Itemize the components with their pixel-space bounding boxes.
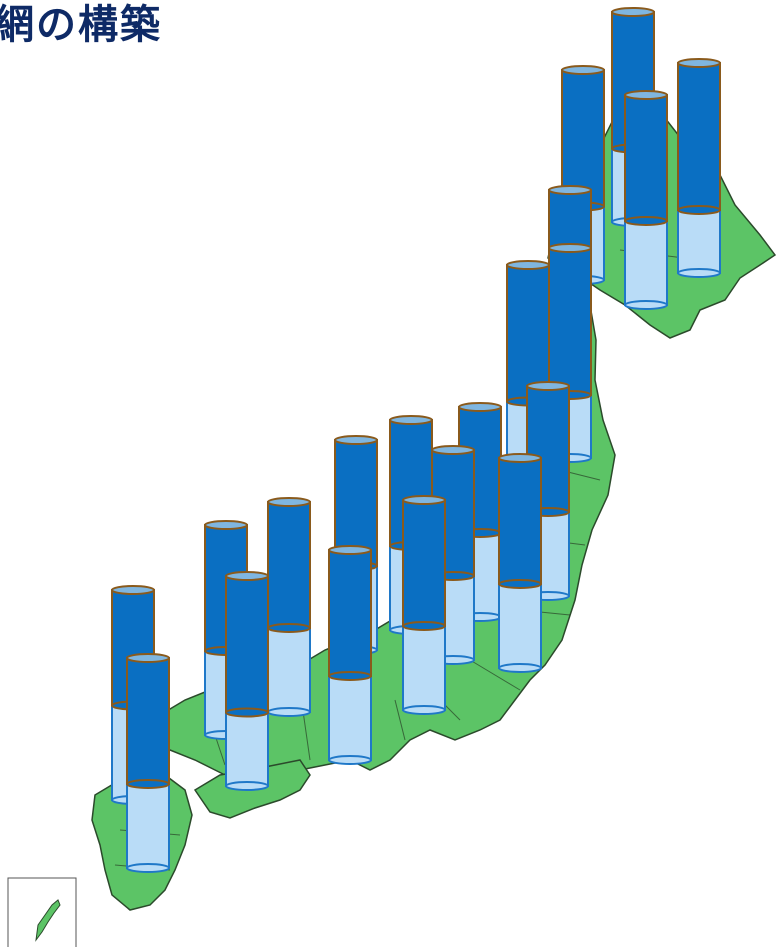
cylinder-lid — [611, 7, 655, 17]
cylinder-lower-segment — [225, 711, 269, 787]
cylinder-lid — [624, 90, 668, 100]
cylinder-split-line — [624, 216, 668, 226]
cylinder-lid — [126, 653, 170, 663]
cylinder-base — [402, 705, 446, 715]
cylinder-split-line — [126, 779, 170, 789]
cylinder-split-line — [225, 707, 269, 718]
cylinder-split-line — [402, 621, 446, 631]
cylinder-lid — [548, 243, 592, 253]
cylinder-base — [624, 300, 668, 310]
cylinder-upper-segment — [334, 439, 378, 567]
cylinder-lid — [561, 65, 605, 75]
cylinder — [225, 571, 269, 791]
cylinder-upper-segment — [267, 501, 311, 629]
cylinder-lid — [498, 453, 542, 463]
cylinder-upper-segment — [225, 575, 269, 714]
cylinder — [402, 495, 446, 715]
cylinder-upper-segment — [677, 62, 721, 211]
cylinder-lower-segment — [328, 675, 372, 761]
cylinder-base — [225, 781, 269, 791]
cylinder — [267, 497, 311, 717]
cylinder-lower-segment — [402, 625, 446, 711]
cylinder — [624, 90, 668, 310]
cylinder — [498, 453, 542, 673]
cylinder-lid — [526, 381, 570, 391]
cylinder-upper-segment — [548, 247, 592, 396]
cylinder-lid — [334, 435, 378, 445]
cylinder-lid — [389, 415, 433, 425]
cylinder-lower-segment — [498, 583, 542, 669]
cylinder-base — [677, 268, 721, 278]
cylinder — [328, 545, 372, 765]
okinawa-island — [35, 899, 61, 942]
cylinder-lid — [506, 260, 550, 270]
cylinder-lid — [402, 495, 446, 505]
cylinder-upper-segment — [624, 94, 668, 222]
cylinder-split-line — [498, 579, 542, 589]
cylinder-lower-segment — [624, 220, 668, 306]
cylinder-split-line — [328, 671, 372, 681]
cylinder-upper-segment — [498, 457, 542, 585]
cylinder-lid — [111, 585, 155, 595]
cylinder-lid — [328, 545, 372, 555]
cylinder-upper-segment — [126, 657, 170, 785]
okinawa-inset — [7, 877, 77, 947]
cylinder-split-line — [677, 205, 721, 215]
cylinder-lid — [548, 185, 592, 195]
cylinder-lower-segment — [126, 783, 170, 869]
cylinder-chart — [111, 7, 721, 873]
cylinder — [677, 58, 721, 278]
cylinder-upper-segment — [328, 549, 372, 677]
cylinder-split-line — [267, 623, 311, 633]
cylinder-base — [267, 707, 311, 717]
cylinder-lower-segment — [677, 209, 721, 274]
cylinder-lid — [204, 520, 248, 530]
cylinder-lid — [677, 58, 721, 68]
cylinder — [126, 653, 170, 873]
cylinder-upper-segment — [402, 499, 446, 627]
cylinder-lid — [458, 402, 502, 412]
cylinder-lid — [267, 497, 311, 507]
cylinder-base — [126, 863, 170, 873]
cylinder-upper-segment — [506, 264, 550, 403]
cylinder-base — [328, 755, 372, 765]
page-title: 網の構築 — [0, 2, 162, 48]
cylinder-base — [498, 663, 542, 673]
cylinder-lid — [225, 571, 269, 581]
cylinder-lower-segment — [267, 627, 311, 713]
cylinder-lid — [431, 445, 475, 455]
